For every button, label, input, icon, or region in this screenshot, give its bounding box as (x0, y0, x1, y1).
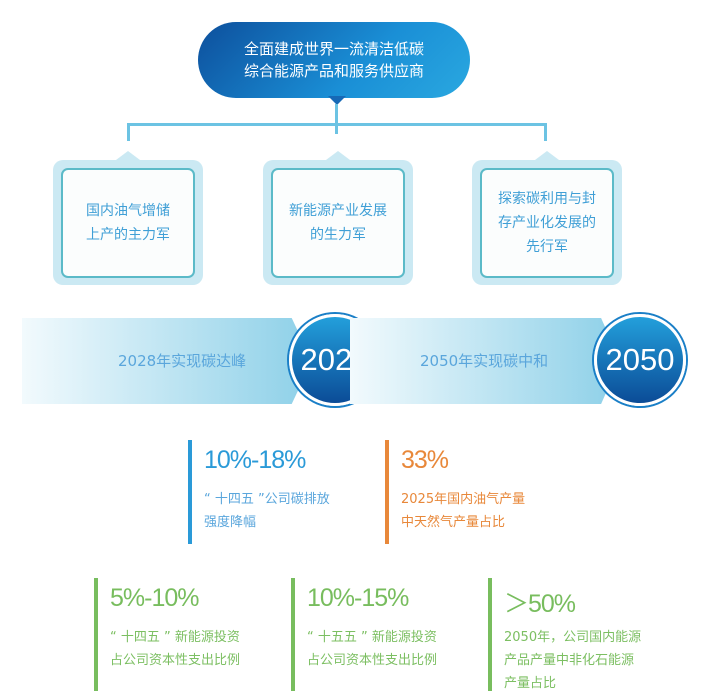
stat-block: 10%-15% “ 十五五 ” 新能源投资 占公司资本性支出比例 (291, 578, 481, 691)
stat-value: 10%-18% (204, 446, 306, 474)
milestone-year-badge: 2050 (594, 314, 686, 406)
role-text: 国内油气增储 (86, 203, 170, 219)
stat-desc: “ 十五五 ” 新能源投资 占公司资本性支出比例 (307, 630, 438, 668)
milestone-arrow: 2050年实现碳中和 (350, 318, 620, 404)
stat-desc: 2025年国内油气产量 中天然气产量占比 (401, 492, 526, 530)
vision-banner: 全面建成世界一流清洁低碳 综合能源产品和服务供应商 (198, 22, 470, 98)
stat-desc: “ 十四五 ”公司碳排放 强度降幅 (204, 492, 330, 530)
vision-line-2: 综合能源产品和服务供应商 (243, 62, 424, 80)
vision-pointer (328, 96, 346, 105)
milestone-arrow: 2028年实现碳达峰 (22, 318, 312, 404)
role-text: 的生力军 (310, 227, 366, 243)
stat-value: 33% (401, 446, 449, 474)
connector-right (544, 123, 547, 141)
connector-trunk (335, 104, 338, 134)
role-text: 上产的主力军 (86, 227, 170, 243)
stat-block: ＞50% 2050年，公司国内能源 产品产量中非化石能源 产量占比 (488, 578, 688, 691)
connector-left (127, 123, 130, 141)
milestone-label: 2028年实现碳达峰 (118, 352, 247, 370)
role-text: 探索碳利用与封 (498, 191, 596, 207)
stat-block: 33% 2025年国内油气产量 中天然气产量占比 (385, 440, 575, 544)
stat-value: 5%-10% (110, 584, 199, 612)
role-card: 探索碳利用与封 存产业化发展的 先行军 (472, 151, 622, 285)
stat-value: ＞50% (504, 590, 576, 618)
stat-block: 5%-10% “ 十四五 ” 新能源投资 占公司资本性支出比例 (94, 578, 284, 691)
milestone-label: 2050年实现碳中和 (420, 352, 549, 370)
role-card: 新能源产业发展 的生力军 (263, 151, 413, 285)
connector-horizontal (127, 123, 547, 126)
role-text: 先行军 (526, 239, 568, 255)
role-text: 新能源产业发展 (289, 203, 387, 219)
stat-value: 10%-15% (307, 584, 409, 612)
vision-line-1: 全面建成世界一流清洁低碳 (243, 40, 424, 58)
stat-block: 10%-18% “ 十四五 ”公司碳排放 强度降幅 (188, 440, 378, 544)
stat-desc: “ 十四五 ” 新能源投资 占公司资本性支出比例 (110, 630, 241, 668)
role-card: 国内油气增储 上产的主力军 (53, 151, 203, 285)
stat-desc: 2050年，公司国内能源 产品产量中非化石能源 产量占比 (504, 630, 642, 691)
role-text: 存产业化发展的 (498, 215, 596, 231)
